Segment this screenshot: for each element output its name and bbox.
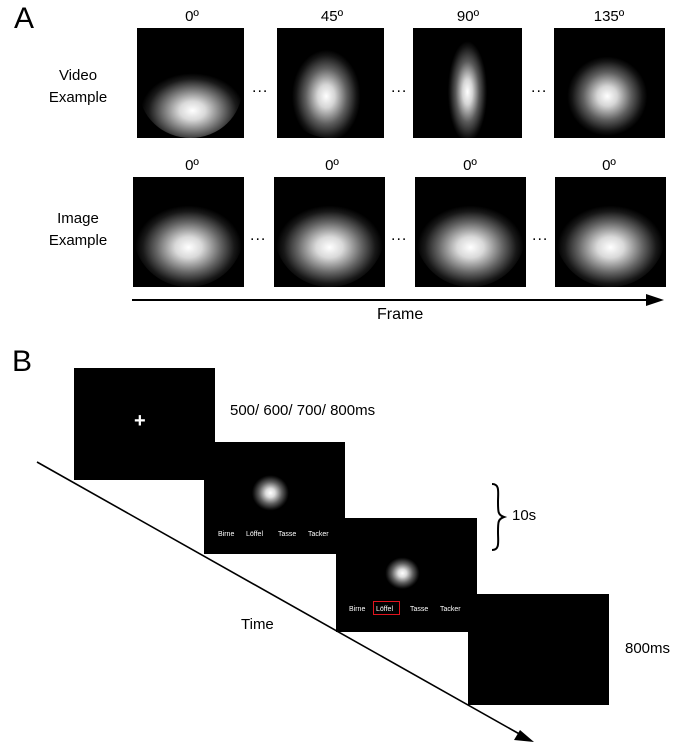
time-axis-arrow xyxy=(36,461,534,742)
image-ellipsis-2: ... xyxy=(391,227,408,244)
fixation-screen: + xyxy=(74,368,215,480)
response-screen: Birne Löffel Tasse Tacker xyxy=(336,518,477,632)
blank-screen xyxy=(468,594,609,705)
option-birne: Birne xyxy=(218,531,235,538)
option-loeffel: Löffel xyxy=(246,531,263,538)
duration-brace xyxy=(491,483,508,551)
image-blob-4 xyxy=(555,177,666,287)
video-angle-3: 90º xyxy=(456,8,480,25)
image-blob-3 xyxy=(415,177,526,287)
video-ellipsis-3: ... xyxy=(531,79,548,96)
response-duration-label: 10s xyxy=(512,507,537,524)
image-row-label: Image Example xyxy=(28,208,128,252)
image-angle-2: 0º xyxy=(325,157,339,174)
image-frame-4 xyxy=(555,177,666,287)
video-frame-45deg xyxy=(277,28,384,138)
option-tacker: Tacker xyxy=(308,531,329,538)
fixation-cross: + xyxy=(134,410,146,432)
frame-axis-label: Frame xyxy=(377,306,424,323)
video-frame-135deg xyxy=(554,28,665,138)
final-duration-label: 800ms xyxy=(625,640,671,657)
image-row-label-line2: Example xyxy=(48,232,108,249)
stimulus-screen: Birne Löffel Tasse Tacker xyxy=(204,442,345,554)
video-ellipsis-2: ... xyxy=(391,79,408,96)
response-option-loeffel: Löffel xyxy=(376,606,393,613)
image-ellipsis-1: ... xyxy=(250,227,267,244)
response-blob xyxy=(376,530,442,602)
video-row-label-line1: Video xyxy=(58,67,98,84)
image-ellipsis-3: ... xyxy=(532,227,549,244)
video-angle-1: 0º xyxy=(185,8,199,25)
image-frame-1 xyxy=(133,177,244,287)
image-angle-1: 0º xyxy=(185,157,199,174)
video-ellipsis-1: ... xyxy=(252,79,269,96)
response-option-tacker: Tacker xyxy=(440,606,461,613)
video-frame-0deg xyxy=(137,28,244,138)
response-option-tasse: Tasse xyxy=(410,606,429,613)
video-angle-2: 45º xyxy=(320,8,344,25)
image-frame-2 xyxy=(274,177,385,287)
image-angle-4: 0º xyxy=(602,157,616,174)
image-blob-2 xyxy=(274,177,385,287)
frame-axis-arrow xyxy=(132,294,664,306)
panel-b-label: B xyxy=(12,345,33,378)
image-frame-3 xyxy=(415,177,526,287)
option-tasse: Tasse xyxy=(278,531,297,538)
time-axis-label: Time xyxy=(241,616,274,633)
video-angle-4: 135º xyxy=(593,8,625,25)
video-blob-45deg xyxy=(277,28,384,138)
video-blob-0deg xyxy=(139,40,242,138)
stimulus-blob xyxy=(244,450,310,524)
panel-a-label: A xyxy=(14,2,35,35)
image-blob-1 xyxy=(133,177,244,287)
video-blob-135deg xyxy=(554,28,665,138)
video-blob-90deg xyxy=(413,28,522,138)
video-frame-90deg xyxy=(413,28,522,138)
fixation-duration-label: 500/ 600/ 700/ 800ms xyxy=(230,402,376,419)
video-row-label-line2: Example xyxy=(48,89,108,106)
selected-option-box xyxy=(373,601,400,615)
response-option-birne: Birne xyxy=(349,606,366,613)
image-row-label-line1: Image xyxy=(57,210,99,227)
image-angle-3: 0º xyxy=(463,157,477,174)
video-row-label: Video Example xyxy=(28,65,128,109)
